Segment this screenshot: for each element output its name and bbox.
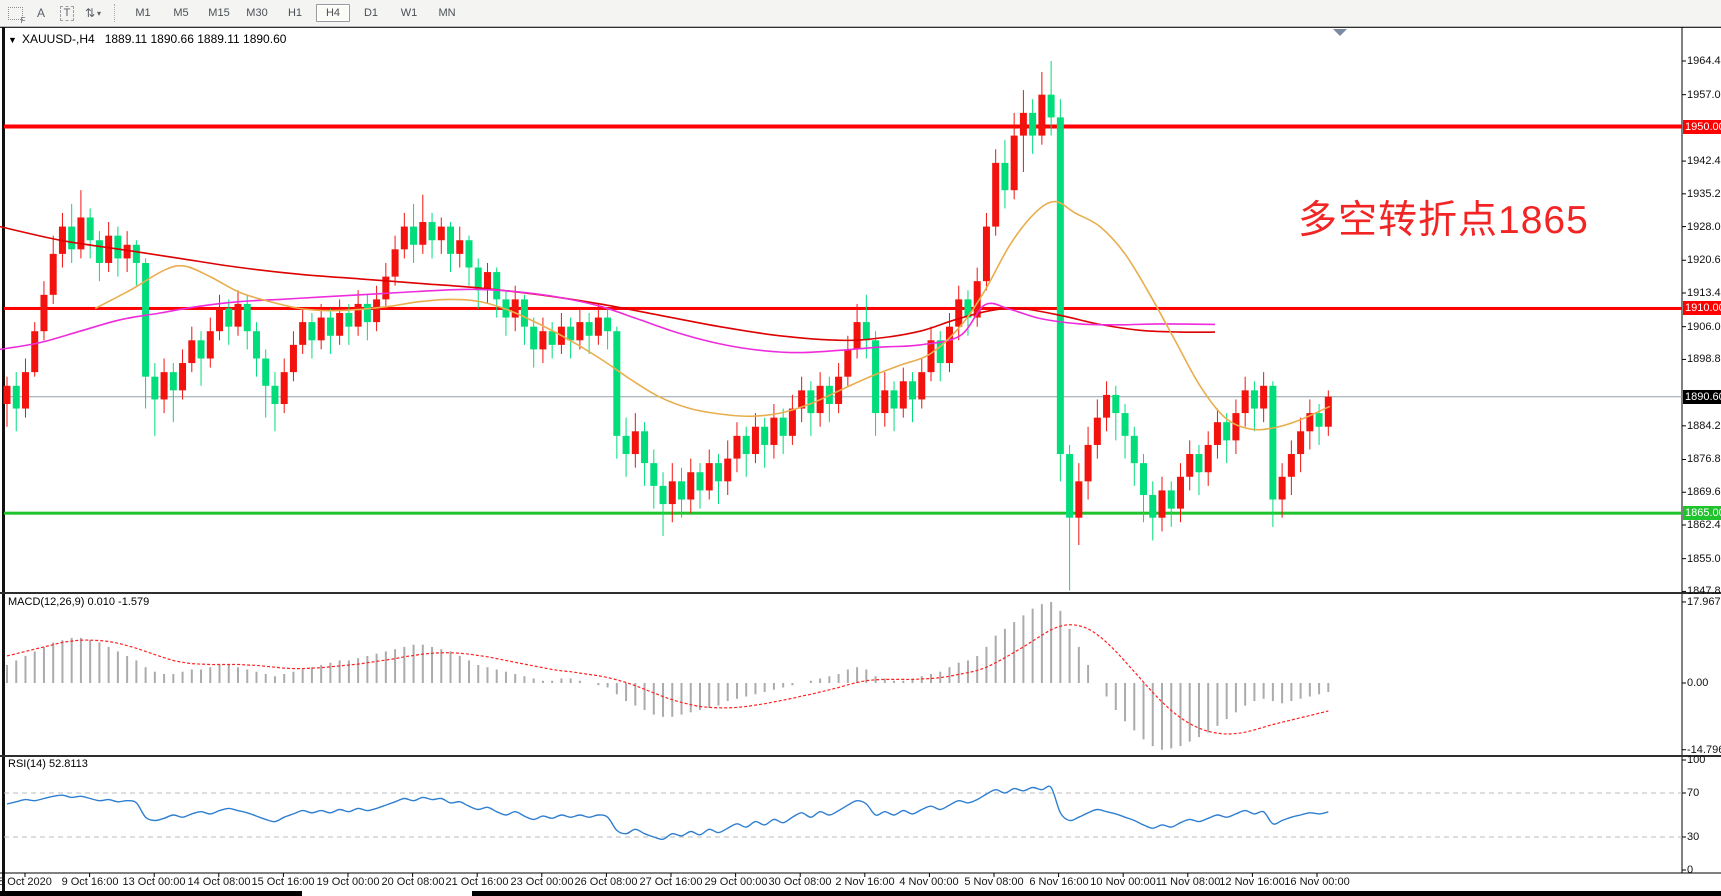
- date-axis-label: 30 Oct 08:00: [768, 876, 832, 888]
- ma-orange: [94, 200, 1331, 431]
- template-grid-icon[interactable]: F: [4, 3, 26, 25]
- toolbar-separator: [114, 4, 116, 22]
- date-axis-label: 19 Oct 00:00: [316, 876, 380, 888]
- dropdown-caret-icon[interactable]: ▾: [97, 8, 102, 18]
- chart-plot-area[interactable]: [5, 28, 1682, 873]
- date-axis-label: 8 Oct 2020: [0, 876, 52, 888]
- top-toolbar: F A T ⇅ ▾ M1 M5 M15 M30 H1 H4 D1 W1 MN: [0, 0, 1721, 27]
- price-axis-label: 1906.00: [1687, 321, 1721, 333]
- price-axis-label: 1847.80: [1687, 585, 1721, 597]
- price-axis-label: 1928.00: [1687, 221, 1721, 233]
- rsi-scale-label: 30: [1687, 831, 1700, 843]
- date-axis-label: 12 Nov 16:00: [1219, 876, 1285, 888]
- price-level-badge: 1950.00: [1683, 120, 1721, 134]
- timeframe-button-mn[interactable]: MN: [438, 7, 456, 19]
- current-price-badge: 1890.60: [1683, 390, 1721, 404]
- timeframe-button-m1[interactable]: M1: [135, 7, 151, 19]
- chart-shift-marker-icon[interactable]: [1333, 29, 1347, 36]
- symbol-label: XAUUSD-,H4: [22, 32, 95, 46]
- date-axis-label: 10 Nov 00:00: [1090, 876, 1156, 888]
- price-axis-label: 1855.00: [1687, 553, 1721, 565]
- macd-scale-label: -14.796: [1687, 744, 1721, 756]
- bottom-window-strip-right: [472, 891, 1721, 896]
- date-axis-label: 14 Oct 08:00: [187, 876, 251, 888]
- arrange-arrows-icon[interactable]: ⇅ ▾: [84, 6, 102, 20]
- ma-red-slow: [0, 225, 1216, 342]
- date-axis-label: 9 Oct 16:00: [61, 876, 119, 888]
- date-axis-label: 6 Nov 16:00: [1029, 876, 1089, 888]
- price-axis-label: 1869.60: [1687, 486, 1721, 498]
- chart-title: XAUUSD-,H4 1889.11 1890.66 1889.11 1890.6…: [22, 32, 286, 46]
- price-axis-label: 1920.60: [1687, 254, 1721, 266]
- timeframe-button-d1[interactable]: D1: [363, 7, 379, 19]
- date-axis-label: 16 Nov 00:00: [1284, 876, 1350, 888]
- price-axis-label: 1942.40: [1687, 155, 1721, 167]
- macd-scale-label: 0.00: [1687, 677, 1709, 689]
- timeframe-bar: M1 M5 M15 M30 H1 H4 D1 W1 MN: [124, 4, 466, 22]
- date-axis-label: 5 Nov 08:00: [964, 876, 1024, 888]
- date-axis-label: 4 Nov 00:00: [899, 876, 959, 888]
- timeframe-button-m5[interactable]: M5: [173, 7, 189, 19]
- chart-text-annotation[interactable]: 多空转折点1865: [1298, 199, 1589, 242]
- chart-window-left-border: [2, 26, 5, 891]
- chart-collapse-icon[interactable]: ▼: [8, 35, 17, 45]
- price-axis-label: 1957.00: [1687, 89, 1721, 101]
- rsi-scale-label: 0: [1687, 864, 1694, 876]
- rsi-indicator-label: RSI(14) 52.8113: [8, 758, 88, 770]
- price-axis-label: 1884.20: [1687, 420, 1721, 432]
- date-axis-label: 26 Oct 08:00: [574, 876, 638, 888]
- price-axis-label: 1913.40: [1687, 287, 1721, 299]
- timeframe-button-m30[interactable]: M30: [246, 7, 268, 19]
- macd-scale-label: 17.967: [1687, 596, 1721, 608]
- price-level-badge: 1865.00: [1683, 506, 1721, 520]
- rsi-scale-label: 100: [1687, 754, 1706, 766]
- text-box-icon[interactable]: T: [56, 3, 78, 23]
- date-axis-label: 23 Oct 00:00: [510, 876, 574, 888]
- date-axis-label: 2 Nov 16:00: [835, 876, 895, 888]
- date-axis-label: 11 Nov 08:00: [1155, 876, 1221, 888]
- text-annotation-icon[interactable]: A: [36, 6, 45, 20]
- date-axis-label: 20 Oct 08:00: [381, 876, 445, 888]
- bottom-window-strip-left: [0, 891, 302, 896]
- timeframe-button-m15[interactable]: M15: [208, 7, 230, 19]
- date-axis-label: 27 Oct 16:00: [639, 876, 703, 888]
- ma-magenta: [0, 288, 1216, 354]
- chart-window-top-border: [0, 26, 1721, 28]
- rsi-scale-label: 70: [1687, 787, 1700, 799]
- date-axis-label: 29 Oct 00:00: [704, 876, 768, 888]
- price-axis-label: 1964.40: [1687, 55, 1721, 67]
- timeframe-button-h4[interactable]: H4: [316, 4, 350, 22]
- price-axis-label: 1898.80: [1687, 353, 1721, 365]
- price-axis-label: 1876.80: [1687, 453, 1721, 465]
- ohlc-values: 1889.11 1890.66 1889.11 1890.60: [104, 32, 287, 46]
- date-axis-label: 13 Oct 00:00: [122, 876, 186, 888]
- price-axis-label: 1935.20: [1687, 188, 1721, 200]
- price-level-badge: 1910.00: [1683, 301, 1721, 315]
- timeframe-button-w1[interactable]: W1: [400, 7, 418, 19]
- date-axis-label: 21 Oct 16:00: [445, 876, 509, 888]
- timeframe-button-h1[interactable]: H1: [287, 7, 303, 19]
- date-axis-label: 15 Oct 16:00: [251, 876, 315, 888]
- price-axis-label: 1862.40: [1687, 519, 1721, 531]
- macd-indicator-label: MACD(12,26,9) 0.010 -1.579: [8, 596, 150, 608]
